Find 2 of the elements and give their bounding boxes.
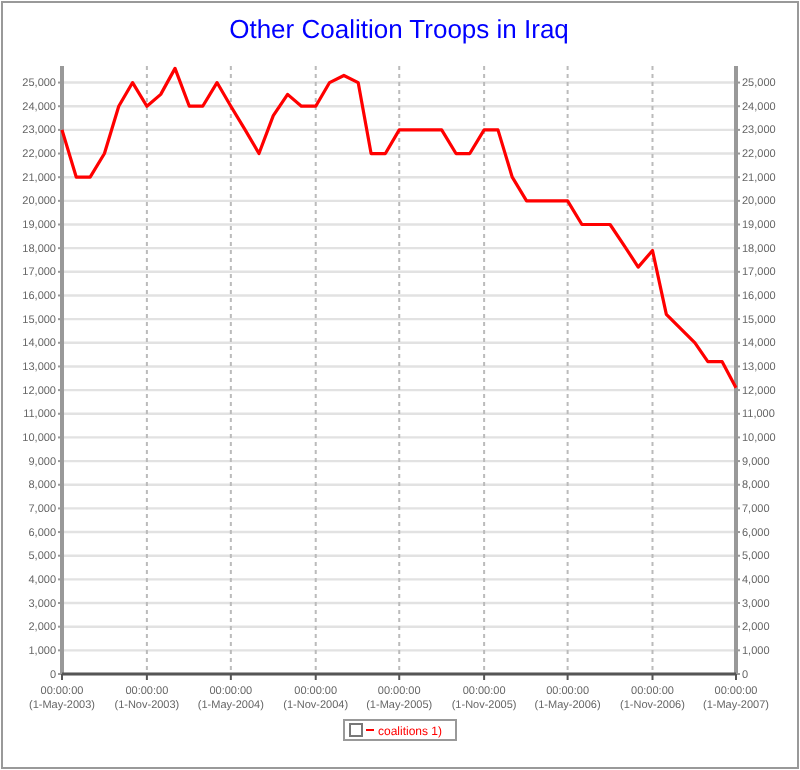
line-series (60, 66, 738, 390)
chart-title: Other Coalition Troops in Iraq (229, 14, 569, 44)
